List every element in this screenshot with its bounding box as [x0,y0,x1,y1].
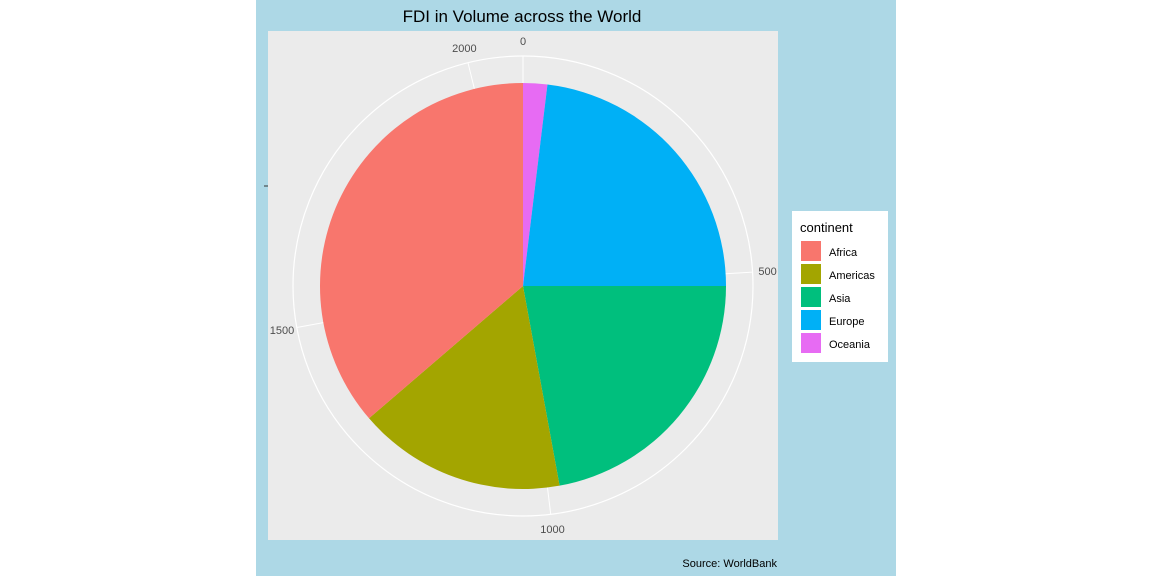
legend-key-americas [801,264,821,284]
legend-label-asia: Asia [829,293,851,305]
legend-key-africa [801,241,821,261]
pie-slices [319,83,726,489]
slice-americas [369,286,560,489]
tick-label-1000: 1000 [540,524,564,536]
slice-africa [319,83,523,419]
legend-label-africa: Africa [829,247,858,259]
legend-key-europe [801,310,821,330]
tick-label-2000: 2000 [452,43,476,55]
caption: Source: WorldBank [682,558,777,570]
chart-title: FDI in Volume across the World [403,7,642,26]
legend-label-europe: Europe [829,316,864,328]
tick-label-500: 500 [758,266,776,278]
legend-title: continent [800,220,853,235]
tick-label-1500: 1500 [270,325,294,337]
legend-items: Africa Americas Asia Europe Oceania [801,241,875,353]
angle-ticks: 0 500 1000 1500 2000 [270,36,777,536]
tick-label-0: 0 [520,36,526,48]
slice-oceania [523,83,548,286]
slice-asia [523,286,726,486]
legend-label-oceania: Oceania [829,339,871,351]
legend-key-asia [801,287,821,307]
legend-key-oceania [801,333,821,353]
slice-europe [523,84,726,286]
legend-label-americas: Americas [829,270,875,282]
legend: continent Africa Americas Asia Europe Oceani… [792,211,888,362]
